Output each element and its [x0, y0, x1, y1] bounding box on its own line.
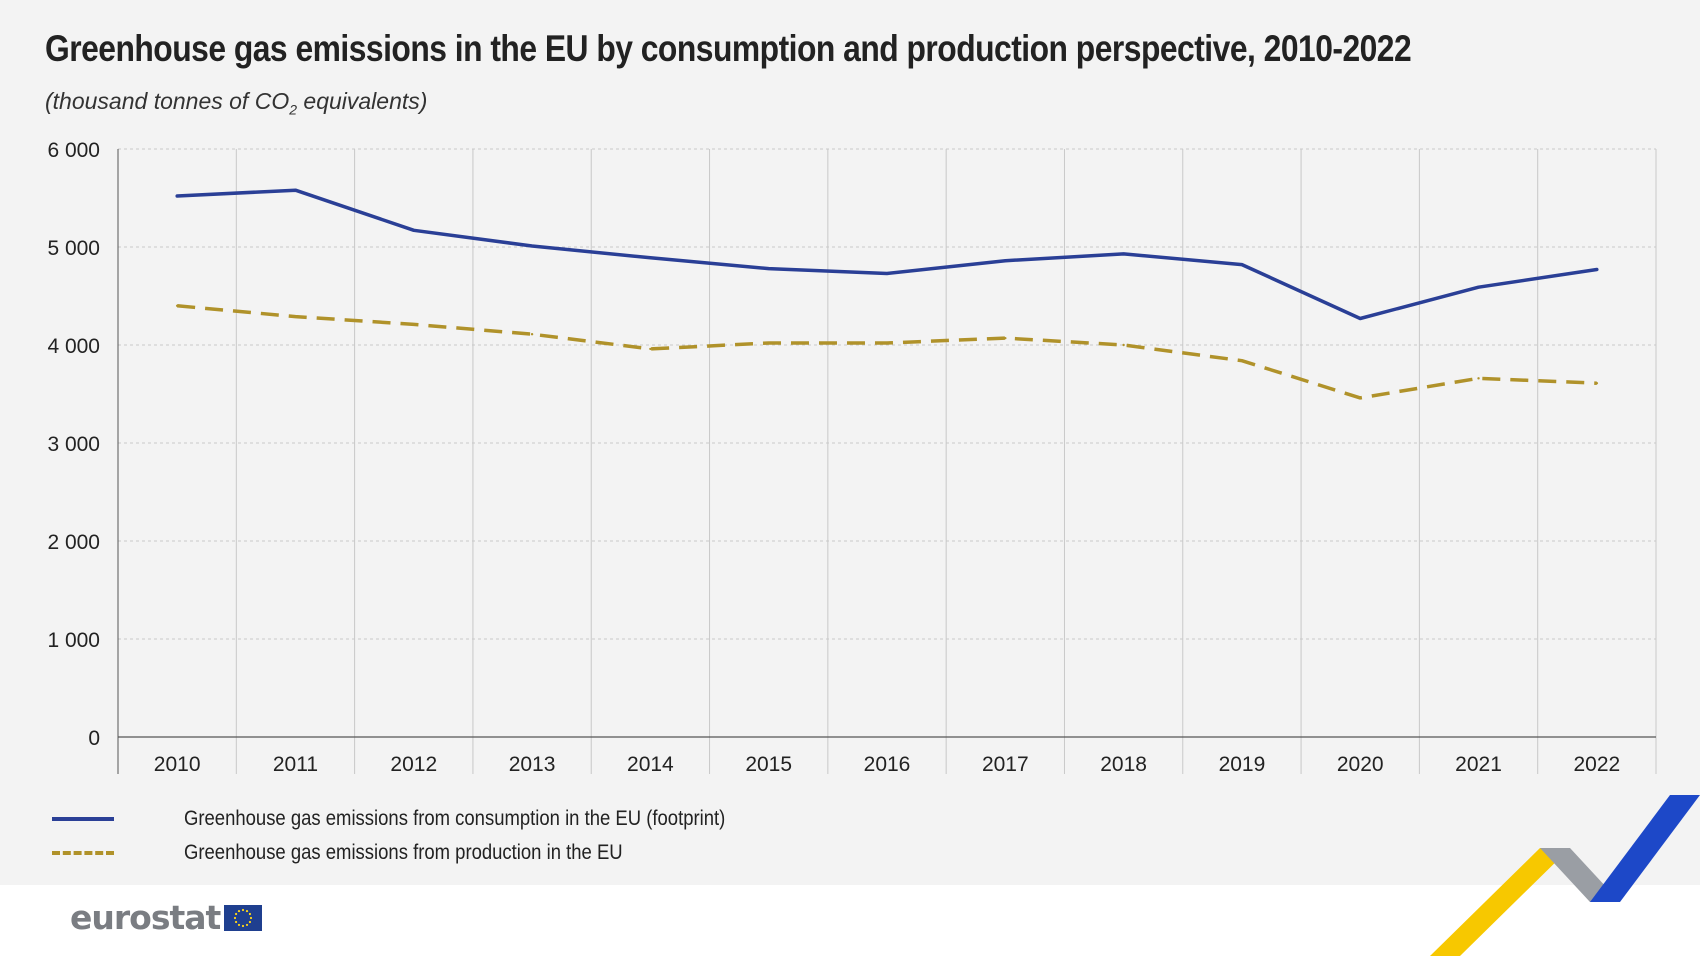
data-point-production — [1359, 396, 1362, 400]
y-tick-label: 5 000 — [47, 237, 100, 260]
data-point-production — [412, 323, 415, 326]
eu-star-icon — [235, 912, 238, 915]
data-point-consumption — [1595, 268, 1599, 271]
data-point-consumption — [1240, 263, 1244, 266]
legend: Greenhouse gas emissions from consumptio… — [52, 802, 799, 870]
x-tick-label: 2011 — [273, 753, 318, 776]
deco-blue-stroke — [1590, 795, 1700, 902]
data-point-production — [1477, 377, 1480, 380]
x-tick-label: 2021 — [1455, 753, 1502, 776]
y-tick-label: 0 — [88, 727, 100, 750]
decorative-chevron-graphic — [1430, 795, 1700, 956]
legend-item-production: Greenhouse gas emissions from production… — [52, 836, 799, 870]
x-tick-label: 2017 — [982, 753, 1029, 776]
eu-flag-icon — [224, 904, 263, 931]
deco-yellow-stroke — [1430, 848, 1570, 956]
eurostat-logo: eurostat — [70, 898, 263, 937]
line-chart: 0 1 000 2 000 3 000 4 000 5 000 6 000 2010 2011 2… — [47, 139, 1657, 776]
x-tick-label: 2022 — [1573, 753, 1620, 776]
eu-star-icon — [250, 916, 253, 919]
data-point-consumption — [1359, 317, 1362, 320]
x-tick-label: 2018 — [1100, 753, 1147, 776]
x-tick-label: 2014 — [627, 753, 674, 776]
data-point-production — [767, 341, 770, 345]
eu-star-icon — [238, 923, 241, 926]
data-point-production — [175, 304, 179, 307]
legend-swatch-consumption — [52, 817, 114, 821]
eu-star-icon — [238, 909, 241, 912]
data-point-consumption — [1004, 259, 1007, 262]
y-tick-label: 1 000 — [47, 629, 100, 652]
x-tick-label: 2013 — [509, 753, 556, 776]
legend-label-consumption: Greenhouse gas emissions from consumptio… — [184, 807, 726, 830]
data-point-production — [1004, 336, 1007, 340]
eu-star-icon — [242, 924, 245, 927]
x-tick-label: 2016 — [864, 753, 911, 776]
eu-star-icon — [249, 920, 252, 923]
data-point-consumption — [1477, 285, 1480, 289]
series-line-consumption — [175, 188, 1599, 321]
data-point-production — [885, 341, 889, 345]
data-point-consumption — [294, 188, 297, 192]
eu-star-icon — [234, 916, 237, 919]
eu-star-icon — [246, 923, 249, 926]
data-point-consumption — [412, 229, 415, 232]
logo-text: eurostat — [70, 898, 221, 937]
series-line-production — [177, 304, 1597, 400]
eu-star-icon — [249, 912, 252, 915]
x-tick-label: 2020 — [1337, 753, 1384, 776]
legend-label-production: Greenhouse gas emissions from production… — [184, 841, 623, 864]
chart-subtitle: (thousand tonnes of CO2 equivalents) — [45, 88, 428, 118]
chart-title: Greenhouse gas emissions in the EU by co… — [45, 28, 1412, 69]
x-tick-label: 2012 — [390, 753, 437, 776]
legend-swatch-production — [52, 851, 114, 855]
deco-grey-stroke — [1540, 848, 1620, 902]
legend-item-consumption: Greenhouse gas emissions from consumptio… — [52, 802, 799, 836]
data-point-production — [649, 347, 652, 351]
data-point-production — [530, 333, 534, 336]
eu-star-icon — [235, 920, 238, 923]
eu-star-icon — [246, 909, 249, 912]
data-point-consumption — [649, 256, 652, 259]
y-tick-label: 2 000 — [47, 531, 100, 554]
x-tick-label: 2015 — [745, 753, 792, 776]
data-point-consumption — [885, 272, 889, 275]
data-point-production — [1595, 382, 1599, 385]
x-tick-label: 2010 — [154, 753, 201, 776]
y-tick-label: 3 000 — [47, 433, 100, 456]
data-point-consumption — [175, 194, 179, 198]
data-point-production — [1122, 343, 1125, 347]
data-point-production — [294, 315, 297, 318]
eu-star-icon — [242, 908, 245, 911]
y-tick-label: 6 000 — [47, 139, 100, 162]
data-point-consumption — [767, 267, 770, 270]
data-point-consumption — [1122, 252, 1125, 256]
x-tick-label: 2019 — [1219, 753, 1266, 776]
data-point-consumption — [530, 244, 534, 248]
y-tick-label: 4 000 — [47, 335, 100, 358]
data-point-production — [1240, 359, 1244, 362]
